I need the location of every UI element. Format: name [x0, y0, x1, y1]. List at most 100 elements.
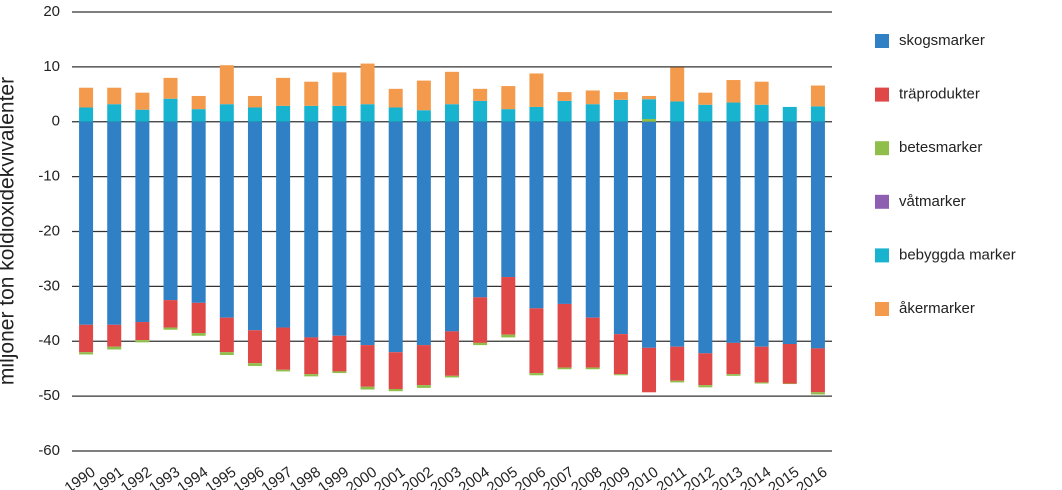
bar-segment: [416, 110, 431, 122]
bar-segment: [79, 107, 94, 122]
legend-swatch: [875, 194, 889, 209]
bar-segment: [163, 98, 178, 122]
bar-segment: [726, 121, 741, 343]
bar-segment: [754, 81, 769, 105]
bar-segment: [388, 121, 403, 353]
bar-segment: [135, 340, 150, 343]
y-tick-label: 10: [43, 58, 60, 75]
legend-swatch: [875, 141, 889, 156]
bar-segment: [332, 335, 347, 372]
bar-segment: [304, 121, 319, 338]
y-tick-label: -60: [38, 442, 60, 459]
bar-segment: [107, 324, 122, 347]
bar-segment: [698, 385, 713, 388]
bar-segment: [388, 388, 403, 392]
bar-segment: [473, 297, 488, 343]
bar-segment: [782, 343, 797, 384]
bar-segment: [585, 104, 600, 122]
bar-segment: [585, 317, 600, 368]
bar-segment: [163, 77, 178, 99]
bar-segment: [191, 95, 206, 110]
bar-segment: [445, 121, 459, 332]
y-axis-title: miljoner ton koldioxidekvivalenter: [0, 77, 19, 385]
legend-label: åkermarker: [899, 300, 975, 317]
bar-segment: [219, 104, 234, 122]
legend-label: skogsmarker: [899, 32, 985, 49]
bar-segment: [529, 308, 544, 374]
bar-segment: [107, 121, 122, 325]
bar-segment: [247, 121, 262, 331]
bar-segment: [754, 121, 769, 347]
bar-segment: [726, 342, 741, 375]
bar-segment: [276, 369, 291, 372]
bar-segment: [529, 373, 544, 376]
bar-segment: [332, 105, 347, 122]
bar-segment: [810, 348, 825, 393]
bar-segment: [135, 92, 150, 110]
bar-segment: [360, 63, 375, 105]
bar-segment: [501, 277, 516, 335]
bar-segment: [191, 121, 206, 303]
bar-segment: [782, 383, 797, 385]
bar-segment: [163, 121, 178, 301]
bar-segment: [670, 121, 685, 347]
bar-segment: [613, 374, 628, 376]
bar-segment: [79, 352, 94, 355]
bar-segment: [276, 105, 291, 122]
bar-segment: [810, 392, 825, 395]
bar-segment: [107, 87, 122, 105]
bar-segment: [726, 80, 741, 103]
bar-segment: [585, 367, 600, 370]
bar-segment: [191, 302, 206, 334]
legend-swatch: [875, 302, 889, 316]
bar-segment: [726, 102, 741, 122]
bar-segment: [501, 121, 516, 278]
bar-segment: [247, 107, 262, 122]
bar-segment: [416, 345, 431, 386]
bar-segment: [642, 99, 657, 120]
legend-swatch: [875, 87, 889, 102]
bar-segment: [276, 77, 291, 106]
bar-segment: [782, 106, 797, 122]
bar-segment: [754, 346, 769, 383]
bar-segment: [529, 73, 544, 107]
bar-segment: [247, 363, 262, 366]
legend-label: bebyggda marker: [899, 246, 1016, 263]
bar-segment: [642, 347, 657, 393]
y-tick-label: -50: [38, 387, 60, 404]
bar-segment: [79, 121, 94, 325]
bar-segment: [529, 121, 544, 309]
bar-segment: [163, 327, 178, 330]
bar-segment: [360, 386, 375, 390]
bar-segment: [107, 346, 122, 350]
bar-segment: [332, 121, 347, 336]
bar-segment: [557, 303, 572, 368]
bar-segment: [79, 324, 94, 353]
bar-segment: [585, 121, 600, 318]
bar-segment: [276, 121, 291, 328]
bar-segment: [388, 107, 403, 122]
bar-segment: [388, 352, 403, 389]
y-tick-label: -40: [38, 332, 60, 349]
legend-label: betesmarker: [899, 139, 982, 156]
y-tick-label: 20: [43, 3, 60, 20]
bar-segment: [416, 385, 431, 388]
bar-segment: [642, 121, 657, 348]
bar-segment: [304, 374, 319, 377]
bar-segment: [388, 88, 403, 108]
bar-segment: [219, 121, 234, 318]
bar-segment: [557, 100, 572, 122]
bar-segment: [473, 88, 488, 101]
bar-segment: [810, 85, 825, 107]
bar-segment: [501, 109, 516, 122]
bar-segment: [473, 100, 488, 122]
bar-segment: [191, 109, 206, 122]
bar-segment: [754, 382, 769, 384]
bar-segment: [698, 104, 713, 122]
bar-segment: [219, 65, 234, 105]
bar-segment: [445, 375, 459, 378]
bar-segment: [501, 86, 516, 110]
bar-segment: [163, 300, 178, 328]
bar-segment: [107, 104, 122, 122]
